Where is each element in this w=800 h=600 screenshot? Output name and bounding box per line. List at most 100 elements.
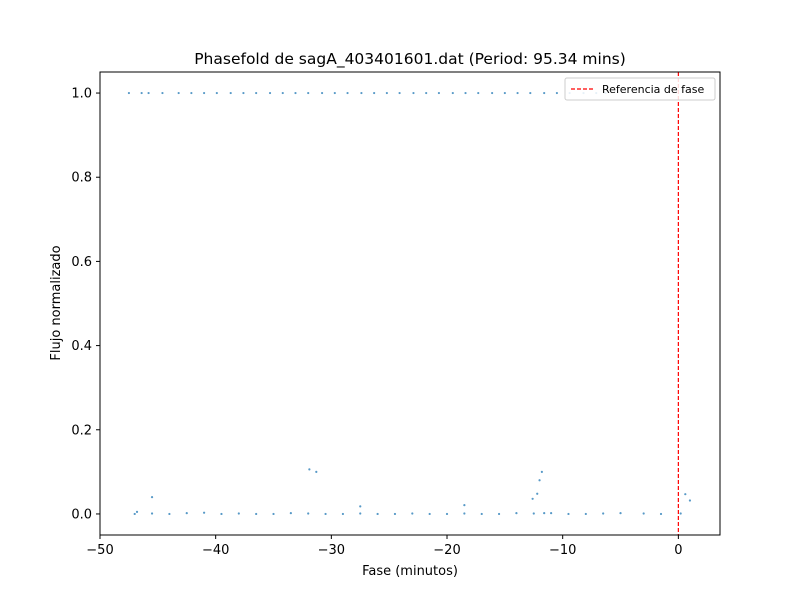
data-point xyxy=(127,91,131,95)
y-tick-label: 0.0 xyxy=(71,507,92,522)
data-point xyxy=(684,493,687,496)
data-point xyxy=(272,512,275,516)
legend: Referencia de fase xyxy=(564,77,716,101)
x-tick-label: −30 xyxy=(318,543,345,558)
data-point xyxy=(281,91,284,95)
scatter-series xyxy=(127,91,692,516)
data-point xyxy=(437,91,441,95)
data-point xyxy=(425,91,428,95)
data-point xyxy=(150,496,154,499)
data-point xyxy=(150,512,154,515)
data-point xyxy=(237,512,240,515)
data-point xyxy=(360,91,363,95)
data-point xyxy=(532,512,535,515)
data-point xyxy=(550,512,553,515)
data-point xyxy=(185,512,188,515)
data-point xyxy=(324,512,327,516)
y-tick-label: 1.0 xyxy=(71,87,92,102)
y-tick-label: 0.4 xyxy=(71,339,92,354)
data-point xyxy=(584,512,587,516)
x-tick-label: −10 xyxy=(549,543,576,558)
data-point xyxy=(567,512,570,516)
data-point xyxy=(341,512,345,516)
data-point xyxy=(497,512,501,516)
data-point xyxy=(203,91,206,95)
data-point xyxy=(242,91,245,95)
data-point xyxy=(536,492,539,495)
data-point xyxy=(333,91,336,95)
x-axis: −50 −40 −30 −20 −10 0 xyxy=(86,535,682,558)
data-point xyxy=(491,91,494,95)
data-point xyxy=(543,512,546,515)
data-point xyxy=(398,91,401,95)
data-point xyxy=(451,91,454,95)
data-point xyxy=(679,512,682,515)
data-point xyxy=(215,91,218,95)
data-point xyxy=(477,91,480,95)
data-point xyxy=(538,479,541,482)
x-axis-title: Fase (minutos) xyxy=(362,564,458,579)
data-point xyxy=(659,512,663,516)
data-point xyxy=(503,91,506,95)
y-axis: 0.0 0.2 0.4 0.6 0.8 1.0 xyxy=(71,87,100,522)
data-point xyxy=(307,512,310,515)
data-point xyxy=(177,91,180,95)
data-point xyxy=(385,91,388,95)
data-point xyxy=(531,497,534,500)
data-point xyxy=(445,512,449,516)
data-point xyxy=(255,512,258,516)
data-point xyxy=(516,91,519,95)
data-point xyxy=(289,512,292,515)
data-point xyxy=(411,512,414,515)
data-point xyxy=(515,512,518,515)
y-tick-label: 0.8 xyxy=(71,171,92,186)
y-axis-title: Flujo normalizado xyxy=(49,245,64,360)
legend-box xyxy=(564,77,716,101)
data-point xyxy=(190,91,193,95)
data-point xyxy=(161,91,164,95)
x-tick-label: −50 xyxy=(86,543,113,558)
data-point xyxy=(147,91,150,95)
data-point xyxy=(642,512,645,515)
data-point xyxy=(463,512,466,515)
data-point xyxy=(307,91,310,95)
data-point xyxy=(140,91,143,95)
data-point xyxy=(203,511,206,514)
data-point xyxy=(393,512,397,516)
data-point xyxy=(268,91,272,95)
data-point xyxy=(229,91,232,95)
data-point xyxy=(376,512,379,516)
data-point xyxy=(540,470,543,473)
data-point xyxy=(308,468,311,471)
data-point xyxy=(529,91,532,95)
plot-frame xyxy=(99,71,721,536)
x-tick-label: 0 xyxy=(674,543,682,558)
data-point xyxy=(320,91,324,95)
data-point xyxy=(359,512,362,515)
y-tick-label: 0.6 xyxy=(71,255,92,270)
data-point xyxy=(168,512,171,516)
data-point xyxy=(346,91,349,95)
data-point xyxy=(359,505,362,508)
y-tick-label: 0.2 xyxy=(71,423,92,438)
data-point xyxy=(619,512,622,515)
data-point xyxy=(133,512,136,516)
data-point xyxy=(135,510,139,513)
data-point xyxy=(412,91,415,95)
x-tick-label: −40 xyxy=(202,543,229,558)
data-point xyxy=(463,504,466,507)
data-point xyxy=(255,91,258,95)
data-point xyxy=(480,512,483,516)
data-point xyxy=(555,91,559,95)
data-point xyxy=(315,470,318,473)
x-tick-label: −20 xyxy=(433,543,460,558)
data-point xyxy=(602,512,605,515)
chart-title: Phasefold de sagA_403401601.dat (Period:… xyxy=(194,50,626,69)
data-point xyxy=(220,512,223,516)
data-point xyxy=(543,91,546,95)
data-point xyxy=(294,91,297,95)
data-point xyxy=(688,499,692,502)
data-point xyxy=(464,91,467,95)
data-point xyxy=(428,512,431,516)
